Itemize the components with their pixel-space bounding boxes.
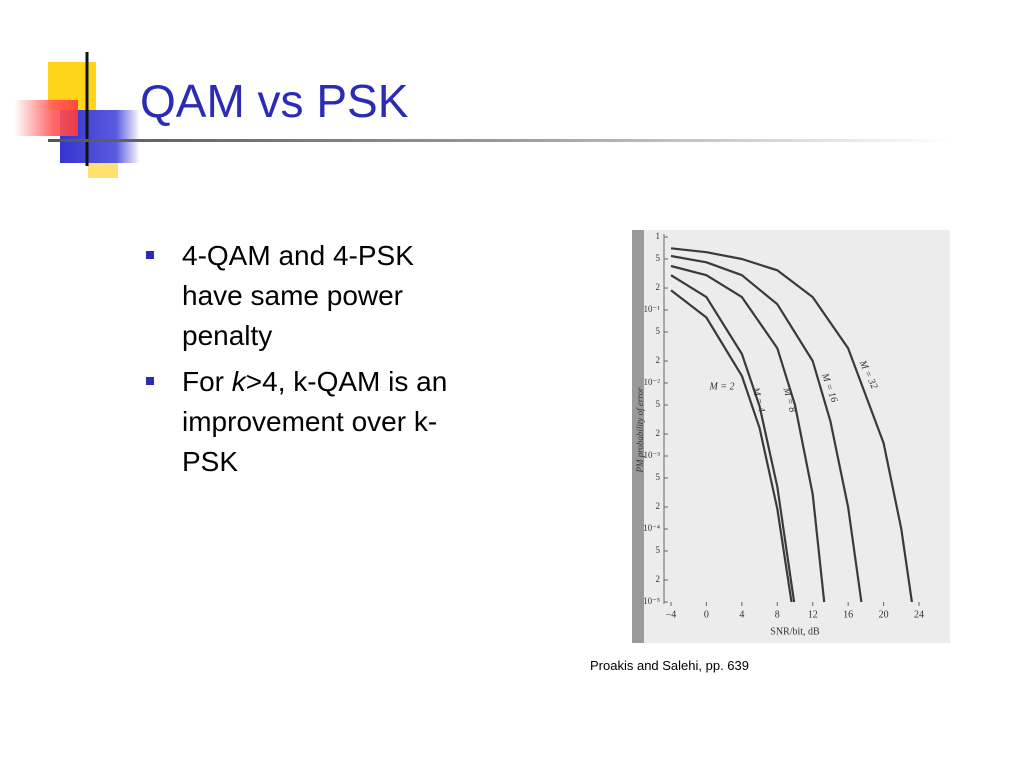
y-tick-label: 10⁻¹: [644, 304, 661, 314]
x-tick-label: 16: [843, 609, 853, 620]
curve: [670, 264, 826, 603]
y-tick-label: 2: [656, 355, 661, 365]
x-tick-label: 4: [739, 609, 744, 620]
y-tick-label: 5: [656, 545, 661, 555]
curve: [670, 247, 913, 603]
x-tick-label: 0: [704, 609, 709, 620]
deco-red: [14, 100, 78, 136]
figure-edge: [632, 230, 644, 643]
curve: [670, 274, 796, 603]
x-tick-label: −4: [666, 609, 677, 620]
bullet-text: 4-QAM and 4-PSK have same power penalty: [182, 240, 414, 351]
y-tick-label: 5: [656, 326, 661, 336]
bullet: 4-QAM and 4-PSK have same power penalty: [146, 236, 482, 356]
bullet-text: For: [182, 366, 232, 397]
bullet-marker: [146, 251, 154, 259]
y-axis-label: PM probability of error: [635, 387, 645, 474]
caption: Proakis and Salehi, pp. 639: [590, 658, 749, 673]
y-tick-label: 2: [656, 574, 661, 584]
y-tick-label: 10⁻⁴: [643, 523, 660, 533]
x-axis-label: SNR/bit, dB: [770, 626, 820, 637]
y-tick-label: 1: [656, 231, 661, 241]
slide-title: QAM vs PSK: [140, 75, 409, 127]
y-tick-label: 2: [656, 282, 661, 292]
curve: [670, 289, 793, 603]
x-tick-label: 20: [879, 609, 889, 620]
y-tick-label: 2: [656, 428, 661, 438]
y-tick-label: 5: [656, 472, 661, 482]
y-tick-label: 10⁻³: [644, 450, 661, 460]
bullet-list: 4-QAM and 4-PSK have same power penalty F…: [146, 236, 486, 488]
title-rule: [48, 139, 950, 142]
bullet-marker: [146, 377, 154, 385]
bullet-text: >4, k-QAM is an improvement over k-PSK: [182, 366, 448, 477]
y-tick-label: 10⁻⁵: [643, 596, 660, 606]
y-tick-label: 5: [656, 399, 661, 409]
bullet: For k>4, k-QAM is an improvement over k-…: [146, 362, 482, 482]
x-tick-label: 8: [775, 609, 780, 620]
y-tick-label: 10⁻²: [644, 377, 661, 387]
x-tick-label: 24: [914, 609, 924, 620]
bullet-text: k: [231, 366, 246, 397]
y-tick-label: 2: [656, 501, 661, 511]
curve-label: M = 2: [708, 381, 734, 392]
x-tick-label: 12: [808, 609, 818, 620]
y-tick-label: 5: [656, 253, 661, 263]
curve: [670, 254, 863, 603]
